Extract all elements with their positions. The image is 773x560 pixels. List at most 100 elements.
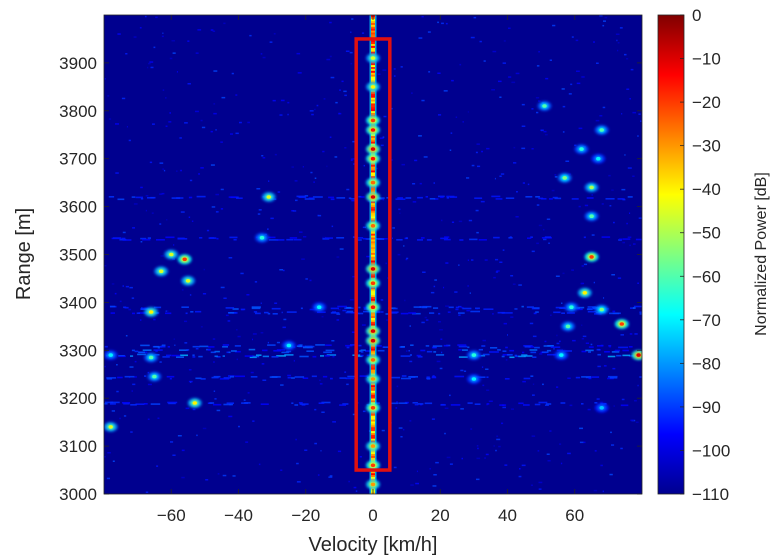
noise-speckle — [581, 338, 585, 340]
zero-doppler-cell — [371, 365, 375, 368]
range-streak — [524, 346, 531, 348]
noise-speckle — [498, 445, 501, 448]
noise-speckle — [213, 390, 216, 392]
noise-speckle — [500, 173, 505, 175]
target-point — [562, 176, 567, 180]
range-streak — [225, 307, 235, 309]
noise-speckle — [613, 221, 615, 224]
noise-speckle — [331, 340, 335, 342]
noise-speckle — [291, 210, 294, 212]
noise-speckle — [406, 350, 408, 352]
noise-speckle — [237, 335, 241, 338]
range-streak — [360, 196, 365, 198]
range-streak — [443, 238, 451, 241]
range-streak — [562, 350, 572, 352]
noise-speckle — [425, 319, 429, 321]
noise-speckle — [329, 475, 333, 477]
noise-speckle — [161, 192, 165, 195]
noise-speckle — [258, 463, 261, 466]
zero-doppler-cell — [371, 210, 375, 213]
noise-speckle — [568, 173, 571, 175]
range-streak — [478, 348, 483, 351]
range-streak — [240, 308, 246, 311]
range-streak — [297, 344, 301, 346]
zero-doppler-cell — [371, 239, 375, 242]
range-streak — [264, 311, 269, 314]
noise-speckle — [155, 16, 158, 19]
range-streak — [541, 351, 549, 353]
target-point — [370, 267, 376, 271]
noise-speckle — [332, 355, 335, 358]
range-streak — [326, 354, 337, 356]
range-streak — [440, 196, 444, 199]
range-streak — [633, 305, 642, 308]
noise-speckle — [609, 473, 613, 476]
noise-speckle — [531, 250, 535, 253]
noise-speckle — [132, 383, 136, 386]
range-streak — [289, 237, 298, 239]
zero-doppler-cell — [371, 455, 375, 458]
noise-speckle — [147, 383, 152, 386]
noise-speckle — [119, 417, 121, 420]
range-streak — [495, 198, 503, 200]
range-streak — [235, 375, 245, 378]
range-streak — [457, 344, 467, 346]
range-streak — [426, 239, 432, 241]
noise-speckle — [624, 53, 627, 56]
noise-speckle — [403, 245, 405, 247]
target-point — [599, 307, 604, 312]
target-point — [370, 156, 376, 161]
noise-speckle — [576, 82, 581, 85]
range-streak — [377, 349, 385, 352]
noise-speckle — [629, 98, 631, 100]
noise-speckle — [521, 125, 526, 127]
noise-speckle — [203, 268, 205, 271]
range-streak — [147, 237, 151, 239]
range-streak — [359, 350, 362, 352]
noise-speckle — [329, 21, 332, 24]
noise-speckle — [632, 175, 635, 177]
noise-speckle — [223, 297, 227, 299]
noise-speckle — [503, 40, 506, 42]
noise-speckle — [287, 374, 291, 377]
range-streak — [219, 378, 230, 380]
noise-speckle — [615, 33, 620, 35]
zero-doppler-cell — [371, 243, 375, 246]
range-streak — [294, 376, 305, 378]
noise-speckle — [538, 481, 543, 484]
noise-speckle — [537, 450, 540, 452]
noise-speckle — [377, 73, 381, 75]
x-tick-label: −60 — [157, 506, 186, 525]
target-point — [370, 463, 376, 468]
range-streak — [135, 196, 143, 199]
noise-speckle — [104, 265, 107, 267]
noise-speckle — [322, 236, 326, 239]
range-streak — [530, 236, 533, 238]
noise-speckle — [502, 62, 506, 64]
zero-doppler-cell — [371, 415, 375, 418]
target-point — [589, 185, 594, 190]
range-streak — [477, 376, 486, 378]
noise-speckle — [522, 380, 526, 383]
noise-speckle — [562, 105, 566, 108]
range-streak — [469, 238, 478, 241]
noise-speckle — [466, 309, 470, 312]
target-point — [370, 377, 376, 381]
y-axis-label: Range [m] — [13, 208, 35, 300]
range-streak — [455, 306, 459, 309]
range-streak — [134, 350, 139, 353]
noise-speckle — [314, 442, 317, 445]
range-streak — [525, 196, 533, 198]
noise-speckle — [619, 27, 623, 29]
zero-doppler-cell — [371, 22, 375, 25]
noise-speckle — [445, 22, 448, 25]
target-point — [370, 224, 376, 228]
range-streak — [358, 195, 362, 198]
noise-speckle — [159, 193, 163, 195]
noise-speckle — [584, 204, 589, 207]
noise-speckle — [410, 484, 414, 486]
noise-speckle — [202, 293, 207, 295]
range-streak — [156, 239, 165, 241]
noise-speckle — [544, 133, 548, 136]
noise-speckle — [291, 166, 294, 168]
